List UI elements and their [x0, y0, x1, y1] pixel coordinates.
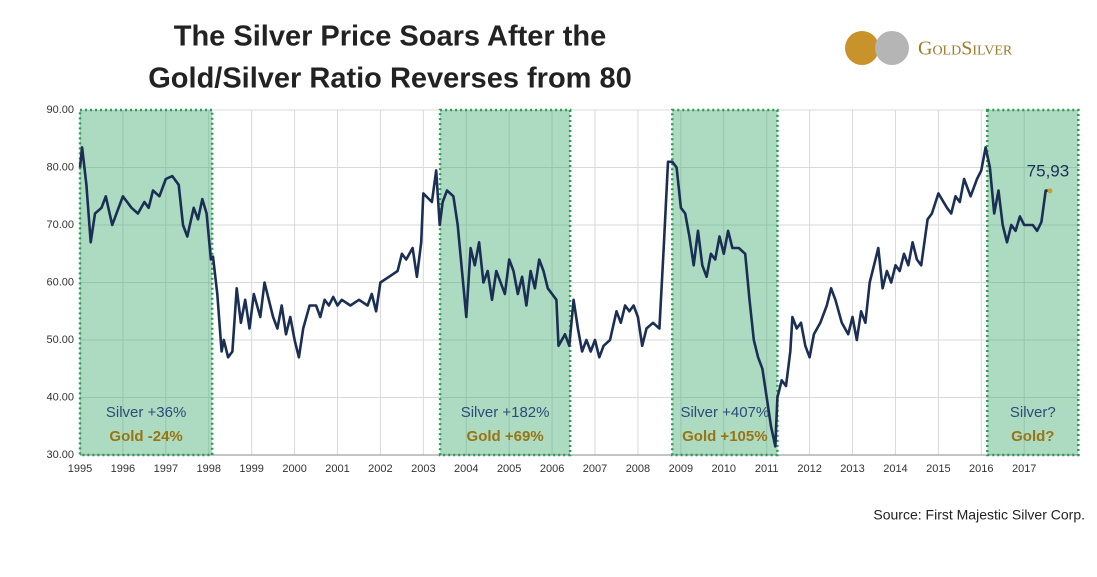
x-tick-label: 2014	[883, 463, 907, 475]
y-tick-label: 90.00	[46, 104, 74, 116]
x-tick-label: 2009	[669, 463, 693, 475]
annotation-label: 75,93	[1027, 161, 1070, 180]
x-tick-label: 2016	[969, 463, 993, 475]
x-tick-label: 2001	[325, 463, 349, 475]
region-gold-label: Gold +105%	[682, 428, 767, 445]
region-gold-label: Gold?	[1011, 428, 1054, 445]
y-tick-label: 30.00	[46, 449, 74, 461]
x-tick-label: 1996	[111, 463, 135, 475]
x-tick-label: 1999	[239, 463, 263, 475]
logo-coin	[845, 31, 879, 65]
x-tick-label: 2007	[583, 463, 607, 475]
source: Source: First Majestic Silver Corp.	[873, 507, 1085, 523]
y-tick-label: 40.00	[46, 391, 74, 403]
x-tick-label: 2017	[1012, 463, 1036, 475]
price-line	[78, 146, 1051, 448]
x-tick-label: 2005	[497, 463, 521, 475]
annotation-point	[1047, 188, 1053, 194]
x-tick-label: 2013	[840, 463, 864, 475]
x-tick-label: 2015	[926, 463, 950, 475]
x-tick-label: 2011	[755, 463, 779, 475]
y-tick-label: 80.00	[46, 161, 74, 173]
region-silver-label: Silver +36%	[106, 404, 186, 421]
chart-title: The Silver Price Soars After the	[174, 21, 606, 53]
y-tick-label: 70.00	[46, 219, 74, 231]
x-tick-label: 1995	[68, 463, 92, 475]
logo-text: GoldSilver	[918, 38, 1013, 60]
y-tick-label: 60.00	[46, 276, 74, 288]
x-tick-label: 2008	[626, 463, 650, 475]
highlight-region	[986, 108, 1080, 457]
x-tick-label: 2010	[712, 463, 736, 475]
x-tick-label: 1997	[154, 463, 178, 475]
logo-coin	[875, 31, 909, 65]
x-tick-label: 1998	[197, 463, 221, 475]
region-gold-label: Gold -24%	[109, 428, 182, 445]
region-gold-label: Gold +69%	[467, 428, 544, 445]
x-tick-label: 2012	[797, 463, 821, 475]
chart-title: Gold/Silver Ratio Reverses from 80	[148, 63, 632, 95]
x-tick-label: 2002	[368, 463, 392, 475]
x-tick-label: 2004	[454, 463, 478, 475]
region-silver-label: Silver?	[1010, 404, 1056, 421]
x-tick-label: 2000	[282, 463, 306, 475]
highlight-region	[671, 108, 779, 457]
x-tick-label: 2003	[411, 463, 435, 475]
x-tick-label: 2006	[540, 463, 564, 475]
y-tick-label: 50.00	[46, 334, 74, 346]
region-silver-label: Silver +182%	[461, 404, 550, 421]
region-silver-label: Silver +407%	[680, 404, 769, 421]
highlight-region	[78, 108, 214, 457]
